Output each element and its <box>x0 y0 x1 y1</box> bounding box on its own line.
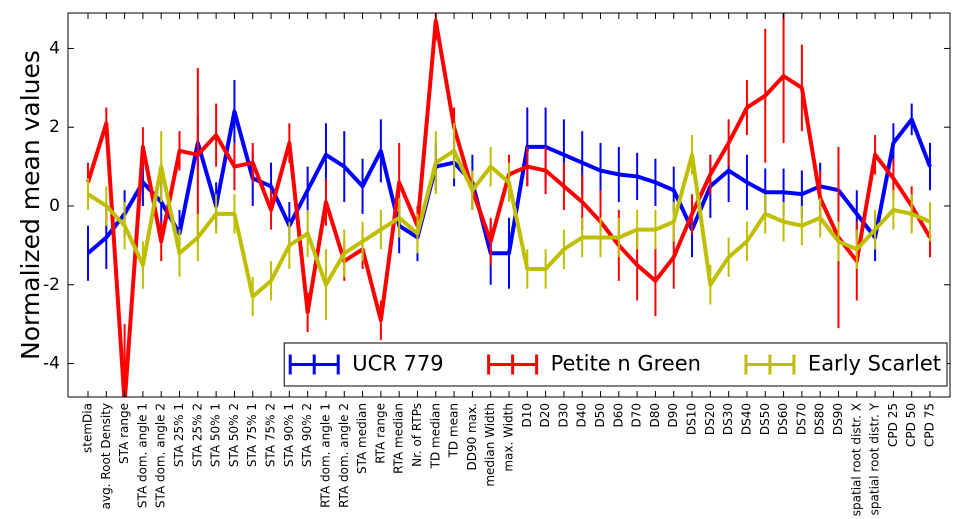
x-tick-label: STA 25% 1 <box>172 403 186 467</box>
x-tick-label: TD median <box>428 403 442 469</box>
x-tick-label: STA 50% 2 <box>227 403 241 467</box>
x-tick-label: RTA median <box>392 403 406 474</box>
x-tick-label: D80 <box>648 403 662 428</box>
plot-area <box>86 13 932 397</box>
x-tick-label: avg. Root Density <box>99 403 113 509</box>
x-tick-label: CPD 75 <box>923 403 937 447</box>
y-tick-label: 0 <box>49 196 60 216</box>
x-tick-label: D20 <box>538 403 552 428</box>
x-tick-label: D90 <box>666 403 680 428</box>
x-tick-label: Nr. of RTPs <box>410 403 424 467</box>
x-tick-label: spatial root distr. X <box>849 403 863 516</box>
x-tick-label: DS10 <box>685 403 699 435</box>
x-tick-label: D10 <box>520 403 534 428</box>
x-tick-label: STA range <box>117 403 131 464</box>
x-tick-label: DS70 <box>794 403 808 435</box>
x-tick-label: STA 90% 2 <box>300 403 314 467</box>
legend-item: Petite n Green <box>487 352 701 376</box>
x-tick-label: STA 90% 1 <box>282 403 296 467</box>
x-tick-label: spatial root distr. Y <box>868 402 882 515</box>
x-tick-label: CPD 50 <box>904 403 918 447</box>
x-tick-label: RTA dom. angle 1 <box>318 403 332 508</box>
legend-item: Early Scarlet <box>744 352 941 376</box>
x-tick-label: RTA dom. angle 2 <box>337 403 351 508</box>
legend-label: Petite n Green <box>551 352 701 376</box>
x-tick-label: TD mean <box>447 403 461 458</box>
x-tick-label: D50 <box>593 403 607 428</box>
y-tick-label: 4 <box>49 38 60 58</box>
x-tick-label: STA median <box>355 403 369 474</box>
x-tick-label: DS60 <box>776 403 790 435</box>
x-tick-label: D40 <box>575 403 589 428</box>
legend: UCR 779 Petite n Green Early Scarlet <box>283 342 948 387</box>
x-tick-label: DS20 <box>703 403 717 435</box>
legend-item: UCR 779 <box>288 352 444 376</box>
y-tick-label: 2 <box>49 117 60 137</box>
y-axis-label: Normalized mean values <box>16 50 45 360</box>
legend-box <box>283 342 948 387</box>
x-tick-label: STA 75% 2 <box>264 403 278 467</box>
x-tick-label: D70 <box>630 403 644 428</box>
x-tick-label: STA dom. angle 2 <box>154 403 168 508</box>
x-tick-label: D60 <box>611 403 625 428</box>
x-tick-label: STA 75% 1 <box>245 403 259 467</box>
legend-label: Early Scarlet <box>808 352 941 376</box>
y-tick-label: -4 <box>43 354 60 374</box>
x-tick-label: DS80 <box>813 403 827 435</box>
x-tick-label: DS90 <box>831 403 845 435</box>
x-tick-label: DS30 <box>721 403 735 435</box>
x-tick-label: max. Width <box>502 403 516 472</box>
x-tick-label: STA 50% 1 <box>209 403 223 467</box>
x-tick-label: D30 <box>556 403 570 428</box>
x-tick-label: STA dom. angle 1 <box>135 403 149 508</box>
y-tick-label: -2 <box>43 275 60 295</box>
plot-frame <box>67 12 951 398</box>
series-line <box>86 148 931 299</box>
x-tick-label: STA 25% 2 <box>190 403 204 467</box>
x-tick-label: stemDia <box>81 403 95 453</box>
x-tick-label: DD90 max. <box>465 403 479 471</box>
x-tick-label: median Width <box>483 403 497 487</box>
x-tick-label: DS50 <box>758 403 772 435</box>
x-tick-label: CPD 25 <box>886 403 900 447</box>
x-tick-label: DS40 <box>739 403 753 435</box>
legend-label: UCR 779 <box>352 352 443 376</box>
series-line <box>86 109 932 256</box>
x-tick-label: RTA range <box>373 403 387 464</box>
